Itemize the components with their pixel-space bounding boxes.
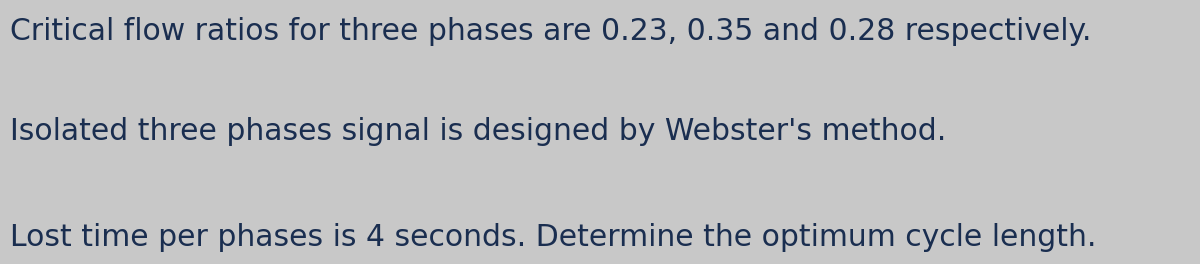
- Text: Critical flow ratios for three phases are 0.23, 0.35 and 0.28 respectively.: Critical flow ratios for three phases ar…: [10, 17, 1091, 46]
- Text: Lost time per phases is 4 seconds. Determine the optimum cycle length.: Lost time per phases is 4 seconds. Deter…: [10, 223, 1096, 252]
- Text: Isolated three phases signal is designed by Webster's method.: Isolated three phases signal is designed…: [10, 117, 946, 147]
